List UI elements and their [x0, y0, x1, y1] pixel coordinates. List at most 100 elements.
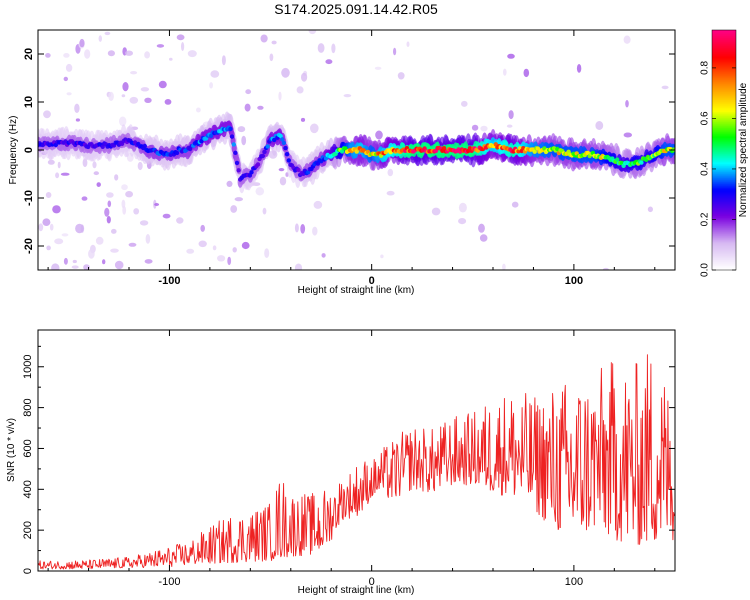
- colorbar-segment: [712, 140, 736, 143]
- y-tick-label: -20: [23, 238, 35, 254]
- colorbar-segment: [712, 232, 736, 235]
- colorbar-segment: [712, 92, 736, 95]
- noise-blob: [52, 205, 61, 214]
- noise-blob: [181, 42, 185, 51]
- noise-blob: [271, 40, 277, 45]
- colorbar-segment: [712, 208, 736, 211]
- x-tick-label: 100: [565, 275, 583, 287]
- noise-blob: [281, 67, 290, 78]
- colorbar-segment: [712, 44, 736, 47]
- noise-blob: [133, 208, 140, 215]
- colorbar-ticks: 0.0 0.2 0.4 0.6 0.8: [700, 61, 736, 277]
- colorbar-segment: [712, 78, 736, 81]
- colorbar-segment: [712, 234, 736, 237]
- noise-blob: [321, 253, 326, 258]
- colorbar-segment: [712, 254, 736, 257]
- noise-blob: [54, 238, 64, 245]
- noise-blob: [296, 86, 304, 94]
- noise-blob: [375, 130, 383, 140]
- colorbar-segment: [712, 30, 736, 33]
- noise-blob: [511, 201, 519, 208]
- noise-blob: [79, 38, 85, 48]
- noise-blob: [110, 248, 119, 253]
- noise-blob: [227, 256, 232, 266]
- noise-blob: [144, 97, 152, 104]
- noise-blob: [119, 116, 127, 127]
- colorbar-segment: [712, 268, 736, 271]
- colorbar-segment: [712, 184, 736, 187]
- noise-blob: [164, 99, 172, 105]
- noise-blob: [114, 174, 119, 181]
- colorbar-segment: [712, 64, 736, 67]
- colorbar-segment: [712, 260, 736, 263]
- ridge-core: [283, 145, 288, 151]
- noise-blob: [156, 44, 165, 48]
- noise-blob: [257, 105, 264, 110]
- noise-blob: [625, 100, 629, 108]
- colorbar-segment: [712, 112, 736, 115]
- noise-blob: [111, 228, 117, 234]
- noise-blob: [57, 161, 61, 169]
- colorbar-segment: [712, 82, 736, 85]
- colorbar-segment: [712, 172, 736, 175]
- noise-blob: [461, 100, 468, 107]
- y-tick-label: 1000: [22, 355, 34, 379]
- colorbar-gradient: [712, 30, 736, 271]
- colorbar-segment: [712, 124, 736, 127]
- y-tick-label: 0: [22, 568, 34, 574]
- colorbar-segment: [712, 196, 736, 199]
- noise-blob: [241, 241, 250, 250]
- noise-blob: [255, 187, 265, 196]
- noise-blob: [576, 64, 582, 73]
- colorbar-segment: [712, 74, 736, 77]
- noise-blob: [61, 233, 69, 237]
- colorbar-segment: [712, 238, 736, 241]
- snr-x-axis-label: Height of straight line (km): [298, 585, 415, 596]
- noise-blob: [294, 263, 303, 270]
- colorbar-segment: [712, 228, 736, 231]
- colorbar-tick-label: 0.2: [700, 212, 711, 226]
- colorbar-segment: [712, 264, 736, 267]
- ridge-core: [521, 146, 526, 151]
- ridge-core: [260, 153, 266, 159]
- colorbar-segment: [712, 76, 736, 79]
- colorbar-segment: [712, 60, 736, 63]
- colorbar-segment: [712, 144, 736, 147]
- ridge-core: [280, 137, 285, 142]
- noise-blob: [75, 118, 80, 122]
- colorbar-segment: [712, 262, 736, 265]
- noise-blob: [458, 218, 467, 225]
- noise-blob: [232, 247, 237, 253]
- noise-blob: [387, 168, 394, 177]
- colorbar-segment: [712, 236, 736, 239]
- ridge-core: [228, 126, 233, 132]
- noise-blob: [480, 125, 488, 132]
- noise-blob: [107, 50, 115, 57]
- colorbar-segment: [712, 198, 736, 201]
- ridge-core: [229, 134, 235, 139]
- y-tick-label: 10: [23, 96, 35, 108]
- colorbar-segment: [712, 222, 736, 225]
- noise-blob: [38, 223, 44, 232]
- noise-blob: [647, 206, 654, 213]
- chart-title: S174.2025.091.14.42.R05: [274, 1, 438, 17]
- noise-blob: [63, 76, 68, 82]
- noise-blob: [125, 50, 133, 56]
- colorbar-segment: [712, 136, 736, 139]
- noise-blob: [47, 159, 55, 165]
- noise-blob: [244, 103, 251, 112]
- noise-blob: [122, 82, 129, 92]
- noise-blob: [102, 259, 106, 265]
- colorbar-segment: [712, 230, 736, 233]
- ridge-core: [231, 142, 236, 147]
- noise-blob: [300, 117, 306, 122]
- noise-blob: [65, 63, 73, 72]
- colorbar-segment: [712, 116, 736, 119]
- colorbar-segment: [712, 146, 736, 149]
- noise-blob: [130, 71, 138, 75]
- ridge-core: [272, 137, 277, 143]
- noise-blob: [92, 161, 97, 169]
- noise-blob: [74, 103, 80, 114]
- noise-blob: [45, 192, 52, 198]
